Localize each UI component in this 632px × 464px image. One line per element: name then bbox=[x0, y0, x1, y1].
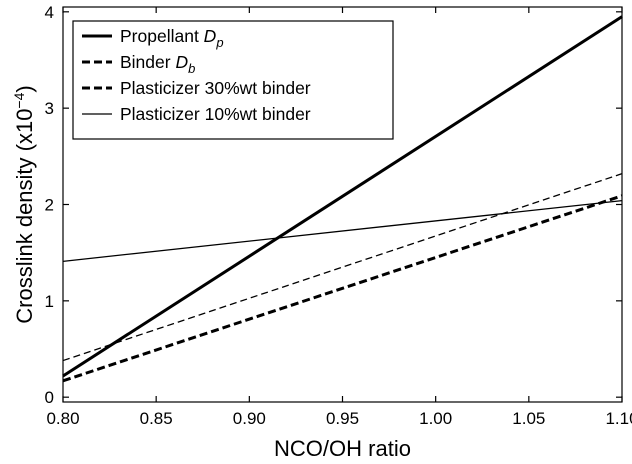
y-tick-label-4: 4 bbox=[45, 3, 54, 22]
legend-label-1: Propellant Dp bbox=[120, 26, 224, 50]
legend-box bbox=[72, 20, 394, 140]
x-tick-label-3: 0.95 bbox=[326, 409, 359, 428]
legend-label-4: Plasticizer 10%wt binder bbox=[120, 104, 311, 124]
series-line-1 bbox=[62, 15, 623, 378]
y-tick-label-2: 2 bbox=[45, 196, 54, 215]
x-tick-label-0: 0.80 bbox=[46, 409, 79, 428]
y-axis-title: Crosslink density (x10−4) bbox=[11, 85, 37, 323]
x-axis-ticks: 0.80 0.85 0.90 0.95 1.00 1.05 1.10 bbox=[46, 7, 632, 428]
x-tick-label-6: 1.10 bbox=[605, 409, 632, 428]
series-line-4 bbox=[62, 200, 623, 262]
legend-label-3: Plasticizer 30%wt binder bbox=[120, 78, 311, 98]
series-layer bbox=[62, 15, 623, 383]
x-tick-label-1: 0.85 bbox=[140, 409, 173, 428]
x-axis-title: NCO/OH ratio bbox=[274, 436, 411, 461]
y-axis-title-main: Crosslink density (x10 bbox=[12, 109, 37, 324]
y-axis-ticks: 0 1 2 3 4 bbox=[45, 3, 622, 407]
x-tick-label-5: 1.05 bbox=[512, 409, 545, 428]
y-tick-label-1: 1 bbox=[45, 292, 54, 311]
legend-label-2: Binder Db bbox=[120, 52, 195, 76]
y-tick-label-3: 3 bbox=[45, 99, 54, 118]
x-tick-label-4: 1.00 bbox=[419, 409, 452, 428]
series-line-3 bbox=[62, 194, 623, 383]
x-tick-label-2: 0.90 bbox=[233, 409, 266, 428]
y-axis-title-close: ) bbox=[12, 85, 37, 92]
y-axis-title-exponent: −4 bbox=[11, 92, 27, 108]
y-tick-label-0: 0 bbox=[45, 388, 54, 407]
